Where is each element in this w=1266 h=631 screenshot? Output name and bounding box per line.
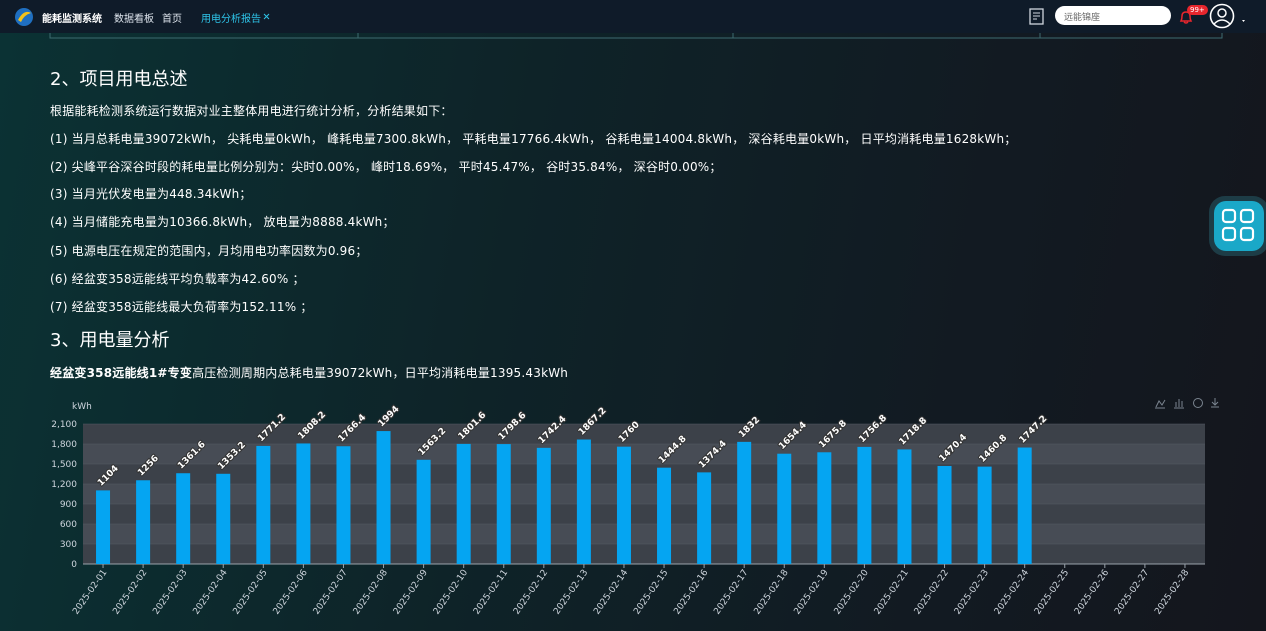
nav-tab-active[interactable]: 用电分析报告 bbox=[201, 14, 261, 25]
y-tick-label: 2,100 bbox=[51, 420, 77, 430]
x-tick-label: 2025-02-06 bbox=[272, 568, 310, 617]
list-item: (6) 经盆变358远能线平均负载率为42.60% ； bbox=[50, 272, 305, 286]
x-tick-label: 2025-02-22 bbox=[913, 568, 951, 617]
plot-band bbox=[83, 544, 1205, 564]
bar bbox=[737, 441, 752, 564]
brand: 能耗监测系统 bbox=[42, 14, 102, 25]
plot-band bbox=[83, 444, 1205, 464]
bar bbox=[777, 453, 792, 564]
x-tick-label: 2025-02-18 bbox=[753, 568, 791, 617]
x-tick-label: 2025-02-23 bbox=[953, 568, 991, 617]
x-tick-label: 2025-02-03 bbox=[151, 568, 189, 617]
x-tick-label: 2025-02-09 bbox=[392, 568, 430, 617]
bar bbox=[96, 490, 111, 564]
bar bbox=[937, 465, 952, 564]
plot-band bbox=[83, 424, 1205, 444]
tab-close[interactable] bbox=[263, 13, 270, 20]
y-tick-label: 1,800 bbox=[51, 440, 77, 450]
bar bbox=[496, 444, 511, 564]
summary: 经盆变358远能线1#专变高压检测周期内总耗电量39072kWh，日平均消耗电量… bbox=[50, 364, 568, 381]
paragraph: 根据能耗检测系统运行数据对业主整体用电进行统计分析，分析结果如下： bbox=[50, 104, 453, 118]
list-item: (3) 当月光伏发电量为448.34kWh； bbox=[50, 187, 252, 201]
y-tick-label: 1,500 bbox=[51, 460, 77, 470]
bar bbox=[897, 449, 912, 564]
bar bbox=[576, 439, 591, 564]
x-tick-label: 2025-02-15 bbox=[632, 568, 670, 617]
x-tick-label: 2025-02-13 bbox=[552, 568, 590, 617]
x-tick-label: 2025-02-19 bbox=[793, 568, 831, 617]
x-tick-label: 2025-02-05 bbox=[232, 568, 270, 617]
x-tick-label: 2025-02-25 bbox=[1033, 568, 1071, 617]
user-avatar[interactable] bbox=[1208, 3, 1248, 29]
x-tick-label: 2025-02-02 bbox=[111, 568, 149, 617]
x-tick-label: 2025-02-24 bbox=[993, 568, 1031, 617]
y-tick-label: 1,200 bbox=[51, 480, 77, 490]
report-icon[interactable] bbox=[1029, 8, 1047, 26]
x-tick-label: 2025-02-16 bbox=[672, 568, 710, 617]
table-edge bbox=[49, 33, 1223, 39]
bar bbox=[536, 447, 551, 564]
bar bbox=[857, 446, 872, 564]
nav-tab[interactable]: 数据看板 bbox=[114, 14, 154, 25]
bar bbox=[657, 467, 672, 564]
list-item: (1) 当月总耗电量39072kWh， 尖耗电量0kWh， 峰耗电量7300.8… bbox=[50, 132, 1017, 146]
section-heading: 3、用电量分析 bbox=[50, 330, 170, 351]
list-item: (5) 电源电压在规定的范围内，月均用电功率因数为0.96； bbox=[50, 244, 368, 258]
chart-toolbar[interactable] bbox=[1155, 398, 1219, 409]
bar bbox=[336, 446, 351, 564]
y-tick-label: 900 bbox=[60, 500, 77, 510]
plot-band bbox=[83, 484, 1205, 504]
y-tick-label: 600 bbox=[60, 520, 77, 530]
y-tick-label: 300 bbox=[60, 540, 77, 550]
x-tick-label: 2025-02-28 bbox=[1153, 568, 1191, 617]
bar bbox=[256, 445, 271, 564]
bar bbox=[376, 431, 391, 564]
plot-band bbox=[83, 504, 1205, 524]
plot-band bbox=[83, 524, 1205, 544]
summary-bold: 经盆变358远能线1#专变 bbox=[50, 366, 193, 380]
bell-icon[interactable] bbox=[1178, 9, 1194, 25]
floating-menu-button[interactable] bbox=[1208, 195, 1266, 259]
x-tick-label: 2025-02-14 bbox=[592, 568, 630, 617]
logo bbox=[15, 8, 33, 26]
chart: kWh 0 300 600 900 1,200 1,500 1,800 2,100 2025-02… bbox=[51, 398, 1219, 617]
bar bbox=[817, 452, 832, 564]
bar bbox=[697, 472, 712, 564]
bar bbox=[1017, 447, 1032, 564]
x-tick-label: 2025-02-01 bbox=[71, 568, 109, 617]
section-heading: 2、项目用电总述 bbox=[50, 69, 188, 90]
list-item: (2) 尖峰平谷深谷时段的耗电量比例分别为：尖时0.00%， 峰时18.69%，… bbox=[50, 160, 722, 174]
x-tick-label: 2025-02-21 bbox=[873, 568, 911, 617]
y-tick-label: 0 bbox=[71, 560, 77, 570]
bar bbox=[216, 473, 231, 564]
x-tick-label: 2025-02-17 bbox=[712, 568, 750, 617]
bar bbox=[416, 459, 431, 564]
search-box[interactable]: 远能锦座 bbox=[1055, 6, 1171, 25]
x-tick-label: 2025-02-20 bbox=[833, 568, 871, 617]
x-tick-label: 2025-02-04 bbox=[192, 568, 230, 617]
x-tick-label: 2025-02-08 bbox=[352, 568, 390, 617]
search-placeholder: 远能锦座 bbox=[1064, 13, 1101, 23]
bar bbox=[176, 473, 191, 564]
x-tick-label: 2025-02-27 bbox=[1113, 568, 1151, 617]
top-nav: 能耗监测系统 数据看板 首页 用电分析报告 远能锦座 99+ bbox=[0, 0, 1266, 33]
x-tick-label: 2025-02-26 bbox=[1073, 568, 1111, 617]
x-tick-label: 2025-02-11 bbox=[472, 568, 510, 617]
list-item: (7) 经盆变358远能线最大负荷率为152.11% ； bbox=[50, 300, 313, 314]
bar bbox=[977, 466, 992, 564]
summary-text: 高压检测周期内总耗电量39072kWh，日平均消耗电量1395.43kWh bbox=[192, 366, 569, 380]
bar bbox=[456, 443, 471, 564]
bar bbox=[136, 480, 151, 564]
x-tick-label: 2025-02-12 bbox=[512, 568, 550, 617]
bar bbox=[616, 446, 631, 564]
notification-badge: 99+ bbox=[1187, 5, 1208, 15]
nav-tab[interactable]: 首页 bbox=[162, 14, 182, 25]
x-tick-label: 2025-02-10 bbox=[432, 568, 470, 617]
bar bbox=[296, 443, 311, 564]
plot-band bbox=[83, 464, 1205, 484]
y-axis-label: kWh bbox=[72, 402, 92, 412]
list-item: (4) 当月储能充电量为10366.8kWh， 放电量为8888.4kWh； bbox=[50, 215, 395, 229]
x-tick-label: 2025-02-07 bbox=[312, 568, 350, 617]
